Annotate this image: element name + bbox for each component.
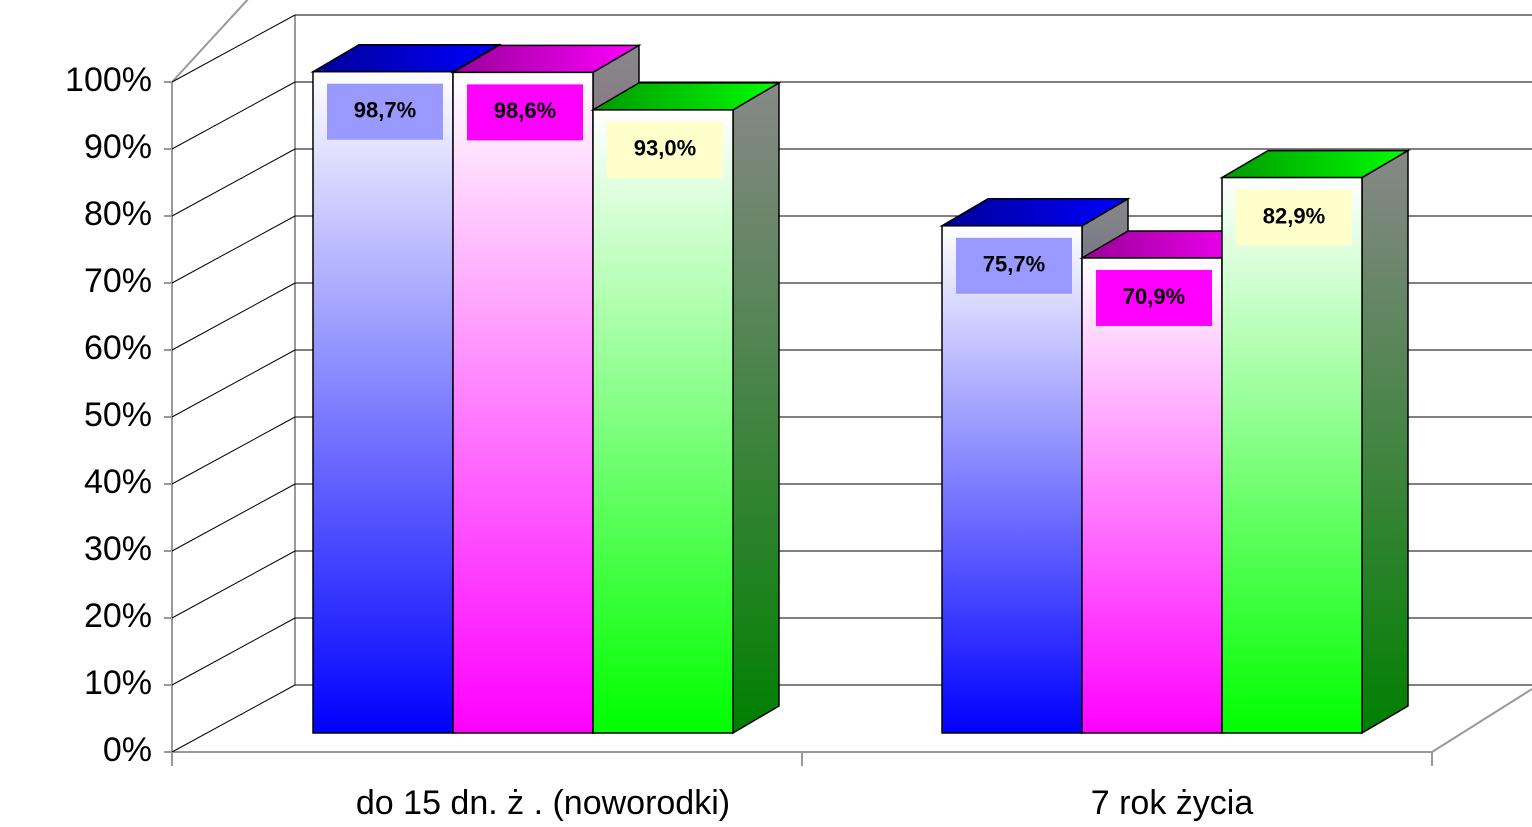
value-label: 98,6% [494,98,556,123]
grid-line-side [171,14,296,83]
y-tick-label: 50% [84,396,152,434]
grid-line-side [171,416,296,485]
value-label: 82,9% [1263,203,1325,228]
grid-line-side [171,684,296,753]
value-label-box [1096,269,1212,326]
bar-front [592,109,734,734]
bar-side [1361,149,1409,735]
bar-front [1081,257,1223,734]
value-label: 75,7% [983,252,1045,277]
y-tick-label: 90% [84,128,152,166]
grid-line-side [171,148,296,217]
y-tick-label: 30% [84,530,152,568]
floor-right [1431,688,1532,753]
y-tick-label: 80% [84,195,152,233]
value-label-box [467,84,583,141]
y-tick-label: 100% [65,61,152,99]
value-label: 70,9% [1123,284,1185,309]
value-label-box [956,237,1072,294]
value-label-box [1236,189,1352,246]
y-tick-label: 10% [84,664,152,702]
grid-line-side [171,81,296,150]
bar-front [1221,176,1363,734]
grid-line-side [171,349,296,418]
y-tick-label: 0% [103,731,152,769]
grid-line-side [171,483,296,552]
value-label-box [607,121,723,178]
bar-front [452,71,594,734]
bar-side [732,81,780,735]
y-tick-label: 40% [84,463,152,501]
bar-front [941,225,1083,734]
bar [590,81,782,735]
x-tick-label: 7 rok życia [1091,784,1254,822]
y-tick-label: 60% [84,329,152,367]
value-label: 93,0% [634,136,696,161]
bar-front [312,70,454,734]
y-tick-label: 70% [84,262,152,300]
y-tick-label: 20% [84,597,152,635]
grid-line-side [171,215,296,284]
grid-line-side [171,282,296,351]
value-label-box [327,83,443,140]
grid-line-side [171,550,296,619]
grid-line-side [171,617,296,686]
bar [1219,149,1411,735]
value-label: 98,7% [354,98,416,123]
back-top-edge [171,0,249,83]
x-tick-label: do 15 dn. ż . (noworodki) [356,784,730,822]
